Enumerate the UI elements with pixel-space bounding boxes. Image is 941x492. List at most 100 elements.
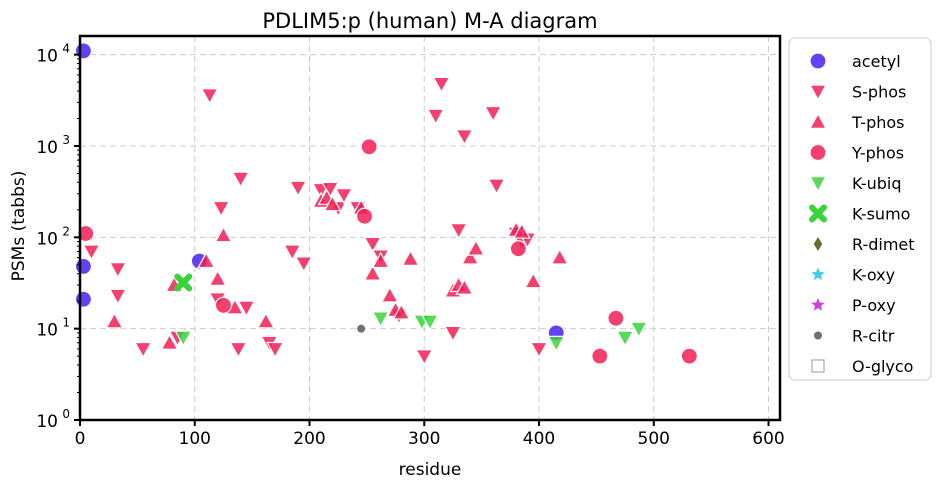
x-tick-label-4: 400 [523,429,555,449]
point-t-phos-14 [380,286,399,303]
point-s-phos-24 [415,349,434,366]
point-s-phos-9 [231,171,250,188]
point-y-phos-0 [77,224,95,243]
x-tick-label-5: 500 [638,429,670,449]
data-points [74,42,698,366]
point-t-phos-24 [512,222,531,239]
point-t-phos-26 [550,248,569,265]
point-k-ubiq-3 [420,314,440,331]
y-tick-exponent-4: 4 [62,42,70,56]
point-y-phos-1 [214,296,233,314]
point-s-phos-0 [82,244,101,261]
legend-label-o-glyco: O-glyco [852,357,913,376]
point-s-phos-12 [266,341,285,359]
legend-label-k-ubiq: K-ubiq [852,174,901,193]
legend-marker-acetyl [809,52,827,70]
point-t-phos-3 [197,251,216,269]
x-axis-label: residue [399,460,462,480]
point-r-citr-0 [357,324,366,333]
point-y-phos-6 [607,309,625,327]
point-t-phos-5 [214,226,233,243]
point-acetyl-1 [74,257,93,276]
point-s-phos-8 [229,341,248,359]
point-acetyl-2 [74,290,93,308]
legend-label-acetyl: acetyl [852,52,901,71]
legend: acetyl S-phos T-phos Y-phos K-ubiq K-sumo R-di… [788,37,932,381]
point-k-ubiq-6 [629,321,648,338]
legend-label-y-phos: Y-phos [851,144,904,163]
plot-frame [78,34,782,422]
point-s-phos-7 [212,200,231,218]
y-tick-label-0: 10 [36,412,58,432]
point-s-phos-30 [484,105,503,123]
point-t-phos-20 [455,278,474,295]
point-s-phos-26 [432,76,451,93]
legend-label-r-citr: R-citr [852,327,895,346]
point-t-phos-10 [323,195,342,212]
legend-marker-k-sumo [809,204,827,223]
legend-label-k-oxy: K-oxy [852,266,895,285]
point-y-phos-5 [591,347,609,365]
point-s-phos-2 [108,288,127,305]
point-y-phos-7 [680,347,698,365]
legend-marker-p-oxy [809,295,827,313]
legend-box [788,37,932,381]
y-tick-label-2: 10 [36,229,58,249]
point-s-phos-19 [334,188,353,205]
point-s-phos-28 [449,223,468,240]
point-t-phos-1 [160,333,179,350]
y-tick-exponent-1: 1 [62,316,70,330]
point-t-phos-0 [105,312,124,329]
point-s-phos-3 [134,341,153,359]
point-s-phos-27 [443,325,462,343]
legend-marker-k-oxy [809,265,827,282]
y-tick-exponent-0: 0 [62,407,70,421]
point-s-phos-14 [289,180,308,197]
point-acetyl-0 [74,42,93,60]
legend-marker-t-phos [808,112,828,129]
point-k-ubiq-5 [616,330,635,347]
x-tick-label-2: 200 [293,429,325,449]
y-tick-label-4: 10 [36,47,58,67]
y-tick-label-1: 10 [36,321,58,341]
point-k-ubiq-4 [547,335,566,353]
point-s-phos-29 [455,129,474,146]
legend-label-t-phos: T-phos [851,113,905,132]
y-axis-label: PSMs (tabbs) [9,171,29,282]
legend-marker-y-phos [809,143,827,162]
y-tick-label-3: 10 [36,138,58,158]
plot-border [78,34,782,422]
point-s-phos-1 [108,261,127,279]
point-t-phos-4 [208,269,227,286]
point-s-phos-25 [426,108,445,125]
point-t-phos-22 [466,239,485,256]
point-t-phos-17 [401,249,420,266]
point-t-phos-12 [363,264,382,281]
grid-lines [79,36,780,421]
legend-marker-s-phos [808,84,828,101]
x-tick-label-1: 100 [179,429,211,449]
point-s-phos-13 [283,244,302,261]
point-t-phos-7 [256,312,275,329]
legend-label-s-phos: S-phos [852,83,906,102]
y-tick-exponent-3: 3 [62,133,70,147]
point-y-phos-4 [509,240,527,258]
point-s-phos-31 [487,178,506,195]
point-s-phos-21 [363,236,382,254]
x-axis-ticks: 0 100 200 300 400 500 600 [75,420,785,449]
x-tick-label-3: 300 [408,429,440,449]
point-t-phos-21 [461,248,480,265]
x-tick-label-0: 0 [75,429,86,449]
legend-label-r-dimet: R-dimet [852,235,915,254]
legend-marker-r-citr [814,331,822,340]
point-s-phos-15 [294,256,313,273]
point-s-phos-17 [321,181,340,199]
legend-marker-k-ubiq [808,176,828,193]
legend-label-p-oxy: P-oxy [852,296,896,315]
chart-title: PDLIM5:p (human) M-A diagram [262,9,597,33]
legend-marker-o-glyco [811,359,825,373]
legend-label-k-sumo: K-sumo [852,205,910,224]
point-t-phos-13 [371,251,390,269]
point-k-ubiq-1 [371,311,390,328]
